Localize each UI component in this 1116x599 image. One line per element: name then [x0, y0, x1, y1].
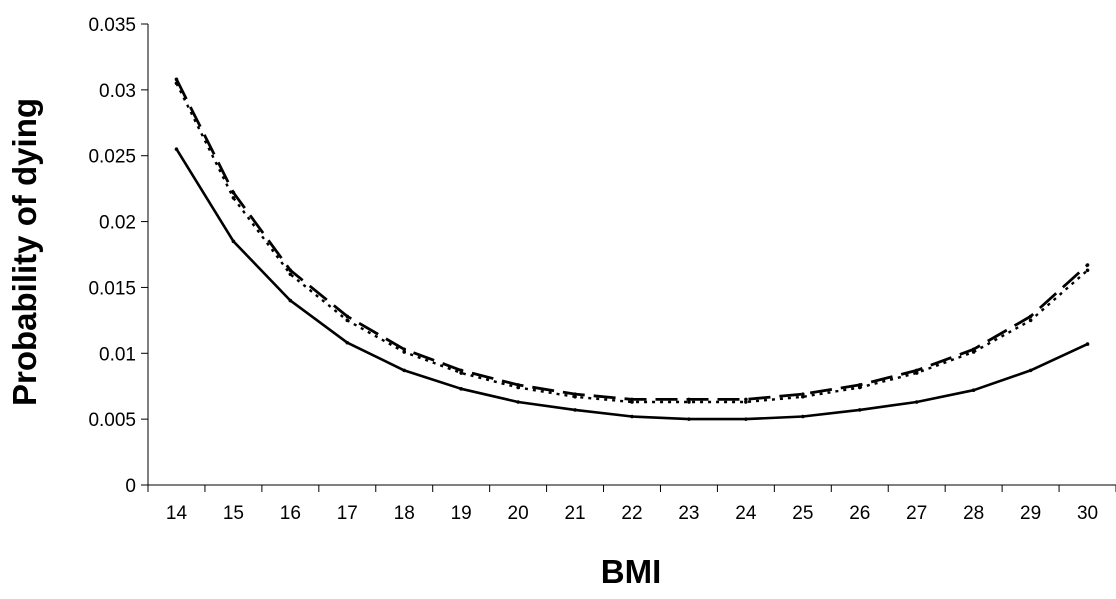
data-point	[1028, 314, 1033, 319]
data-point	[288, 298, 293, 303]
data-point	[630, 397, 634, 402]
data-point	[174, 81, 179, 86]
data-point	[516, 383, 520, 387]
data-point	[1028, 318, 1033, 323]
data-point	[687, 397, 691, 402]
y-tick-label: 0.025	[88, 147, 136, 168]
x-axis-title: BMI	[601, 553, 662, 590]
data-point	[687, 400, 691, 404]
y-tick-label: 0.035	[88, 15, 136, 36]
data-point	[459, 371, 463, 375]
series-layer	[174, 77, 1090, 421]
x-tick-label: 21	[564, 503, 585, 524]
y-axis-title: Probability of dying	[6, 98, 43, 406]
data-point	[402, 350, 407, 354]
data-point	[174, 77, 179, 82]
data-point	[459, 368, 463, 373]
y-tick-label: 0.01	[99, 344, 136, 365]
data-point	[971, 350, 976, 354]
data-point	[231, 190, 236, 195]
data-point	[744, 400, 748, 404]
series-line-dotted	[175, 82, 1089, 404]
x-tick-label: 28	[963, 503, 984, 524]
series-line-solid	[175, 148, 1089, 421]
y-tick-label: 0	[125, 476, 136, 497]
y-tick-label: 0.005	[88, 410, 136, 431]
x-tick-label: 15	[223, 503, 244, 524]
data-point	[914, 368, 919, 373]
x-tick-label: 25	[792, 503, 813, 524]
x-tick-label: 14	[166, 503, 188, 524]
data-point	[914, 371, 919, 375]
data-point	[573, 392, 577, 396]
data-point	[345, 314, 350, 319]
data-point	[630, 414, 634, 419]
x-tick-label: 19	[451, 503, 472, 524]
x-tick-label: 26	[849, 503, 870, 524]
x-tick-label: 18	[394, 503, 415, 524]
y-axis-ticks: 0 0.005 0.01 0.015 0.02 0.025 0.03 0.035	[88, 15, 148, 497]
x-tick-label: 30	[1077, 503, 1098, 524]
data-point	[402, 347, 407, 352]
data-point	[857, 385, 862, 390]
data-point	[402, 368, 407, 373]
x-tick-label: 17	[337, 503, 358, 524]
data-point	[801, 394, 805, 399]
data-point	[459, 387, 463, 391]
data-point	[231, 239, 236, 244]
data-point	[801, 414, 805, 419]
y-tick-label: 0.02	[99, 213, 136, 234]
data-point	[971, 388, 976, 392]
data-point	[1028, 368, 1033, 373]
data-point	[288, 272, 293, 277]
y-tick-label: 0.015	[88, 278, 136, 299]
x-tick-label: 23	[678, 503, 699, 524]
series-line-dashed	[175, 78, 1089, 401]
data-point	[801, 392, 805, 396]
data-point	[857, 408, 862, 412]
data-point	[288, 268, 293, 273]
x-axis-ticks: 14 15 16 17 18 19 20 21 22 23 24 25 26 27 28 29 30	[147, 485, 1116, 524]
x-tick-label: 16	[280, 503, 301, 524]
data-point	[231, 196, 236, 200]
data-point	[857, 383, 862, 387]
x-tick-label: 29	[1020, 503, 1041, 524]
x-tick-label: 22	[621, 503, 642, 524]
data-point	[630, 400, 634, 404]
data-point	[516, 400, 520, 404]
data-point	[573, 408, 577, 412]
data-point	[914, 400, 919, 404]
y-tick-label: 0.03	[99, 81, 136, 102]
data-point	[345, 340, 350, 345]
x-tick-label: 24	[735, 503, 757, 524]
data-point	[345, 318, 350, 323]
data-point	[744, 397, 748, 402]
data-point	[1085, 268, 1090, 273]
data-point	[174, 147, 179, 151]
x-tick-label: 27	[906, 503, 927, 524]
x-tick-label: 20	[508, 503, 529, 524]
data-point	[744, 417, 748, 421]
data-point	[1085, 342, 1090, 346]
plot-frame	[147, 24, 1116, 486]
data-point	[573, 394, 577, 399]
data-point	[516, 385, 520, 390]
data-point	[1085, 263, 1090, 267]
data-point	[687, 417, 691, 421]
